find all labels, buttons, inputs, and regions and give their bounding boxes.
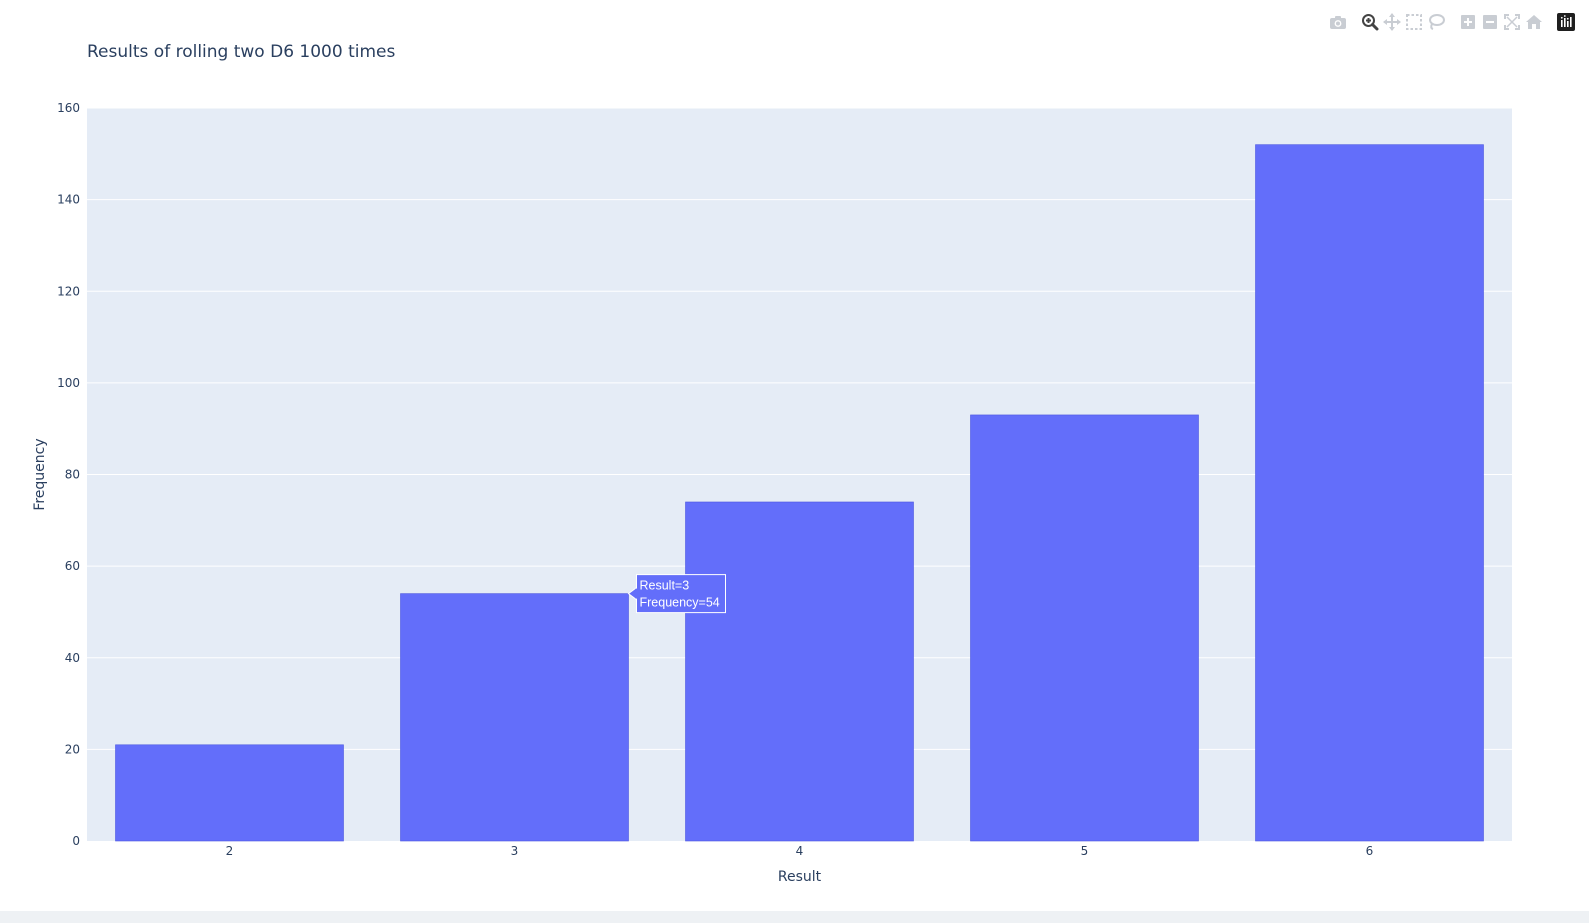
x-tick-label: 4 (796, 844, 804, 858)
x-tick-label: 2 (226, 844, 234, 858)
y-tick-label: 100 (57, 376, 80, 390)
y-tick-label: 80 (65, 468, 80, 482)
tooltip-line: Result=3 (640, 579, 690, 593)
autoscale-icon[interactable] (1501, 11, 1523, 33)
x-axis-ticks: 2 3 4 5 6 (226, 844, 1374, 858)
y-axis-title: Frequency (32, 438, 48, 510)
y-tick-label: 20 (65, 742, 80, 756)
hover-tooltip: Result=3 Frequency=54 (627, 574, 726, 614)
bar-6[interactable] (1255, 144, 1484, 842)
bar-5[interactable] (970, 414, 1199, 842)
reset-axes-icon[interactable] (1523, 11, 1545, 33)
tooltip-line: Frequency=54 (640, 596, 720, 610)
pan-icon[interactable] (1381, 11, 1403, 33)
y-tick-label: 160 (57, 101, 80, 115)
chart-title: Results of rolling two D6 1000 times (87, 42, 395, 62)
y-tick-label: 0 (72, 834, 80, 848)
bar-4[interactable] (685, 501, 914, 842)
bars-layer (115, 144, 1484, 842)
modebar (1327, 11, 1577, 33)
y-tick-label: 120 (57, 284, 80, 298)
zoom-in-icon[interactable] (1457, 11, 1479, 33)
camera-icon[interactable] (1327, 11, 1349, 33)
zoom-out-icon[interactable] (1479, 11, 1501, 33)
bar-2[interactable] (115, 744, 344, 842)
bar-3[interactable] (400, 593, 629, 842)
y-tick-label: 140 (57, 193, 80, 207)
x-tick-label: 5 (1081, 844, 1089, 858)
x-tick-label: 6 (1366, 844, 1374, 858)
y-tick-label: 40 (65, 651, 80, 665)
page-bottom-border (0, 911, 1589, 923)
x-tick-label: 3 (511, 844, 519, 858)
y-tick-label: 60 (65, 559, 80, 573)
x-axis-title: Result (778, 869, 822, 885)
y-axis-ticks: 0 20 40 60 80 100 120 140 160 (57, 101, 80, 848)
lasso-select-icon[interactable] (1425, 11, 1447, 33)
box-select-icon[interactable] (1403, 11, 1425, 33)
plotly-logo-icon[interactable] (1555, 11, 1577, 33)
zoom-icon[interactable] (1359, 11, 1381, 33)
